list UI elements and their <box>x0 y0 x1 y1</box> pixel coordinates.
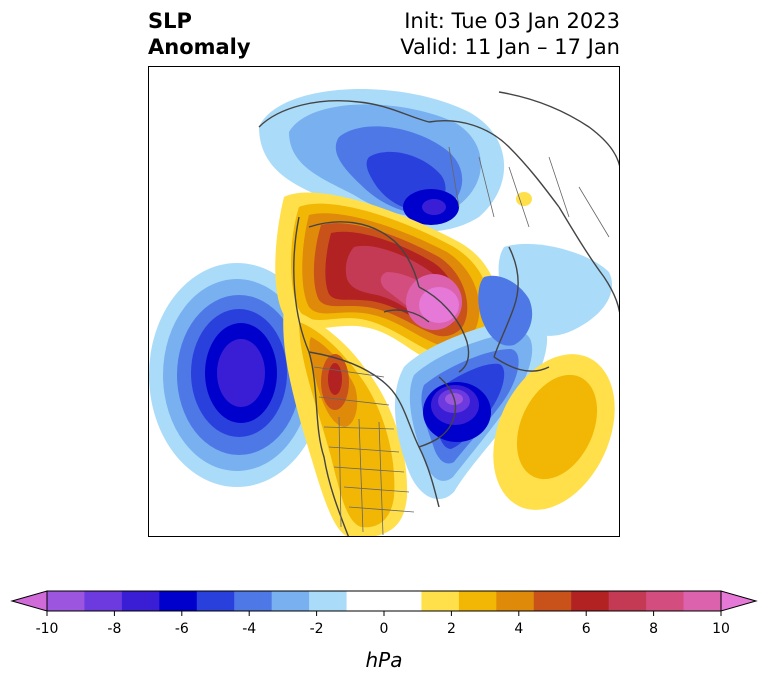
colorbar-tick-label: -4 <box>242 621 256 637</box>
colorbar-tick-label: 8 <box>649 621 658 637</box>
colorbar-segments <box>47 591 722 611</box>
colorbar-segment <box>496 591 535 611</box>
colorbar-segment <box>683 591 722 611</box>
pacific-low <box>149 263 325 487</box>
colorbar-tick-label: 2 <box>447 621 456 637</box>
colorbar-tick-label: -10 <box>36 621 59 637</box>
colorbar-tick-label: 0 <box>380 621 389 637</box>
init-date: Init: Tue 03 Jan 2023 <box>404 9 620 33</box>
colorbar-tick-label: -6 <box>175 621 189 637</box>
minor-positive-blob <box>516 192 532 206</box>
colorbar-segment <box>421 591 460 611</box>
colorbar-min-extension <box>10 590 48 612</box>
colorbar-segment <box>159 591 198 611</box>
valid-range: Valid: 11 Jan – 17 Jan <box>400 35 620 59</box>
atlantic-high <box>493 354 615 510</box>
colorbar-segment <box>646 591 685 611</box>
colorbar-segment <box>458 591 497 611</box>
colorbar-tick-label: 4 <box>514 621 523 637</box>
colorbar-ticks: -10 -8 -6 -4 -2 0 2 4 6 8 10 <box>36 611 730 637</box>
colorbar-segment <box>571 591 610 611</box>
colorbar-tick-label: -2 <box>310 621 324 637</box>
anomaly-label: Anomaly <box>148 35 251 59</box>
colorbar: -10 -8 -6 -4 -2 0 2 4 6 8 10 <box>10 590 758 637</box>
colorbar-unit-label: hPa <box>365 648 403 672</box>
west-na-high <box>283 307 408 536</box>
colorbar-segment <box>121 591 160 611</box>
colorbar-segment <box>234 591 273 611</box>
map-panel <box>148 66 620 537</box>
variable-label: SLP <box>148 9 192 33</box>
colorbar-max-extension <box>720 590 758 612</box>
colorbar-tick-label: 10 <box>712 621 730 637</box>
colorbar-tick-label: -8 <box>107 621 121 637</box>
colorbar-segment <box>533 591 572 611</box>
anomaly-map <box>149 89 619 536</box>
colorbar-segment <box>47 591 85 611</box>
coastlines <box>258 91 619 536</box>
map-title-right: Init: Tue 03 Jan 2023 Valid: 11 Jan – 17… <box>400 8 620 60</box>
colorbar-segment <box>608 591 647 611</box>
colorbar-segment <box>196 591 235 611</box>
political-borders <box>313 146 610 536</box>
colorbar-segment <box>384 591 422 611</box>
europe-low <box>478 243 613 346</box>
map-title-left: SLP Anomaly <box>148 8 251 60</box>
colorbar-tick-label: 6 <box>582 621 591 637</box>
colorbar-segment <box>346 591 385 611</box>
colorbar-segment <box>84 591 123 611</box>
colorbar-segment <box>309 591 348 611</box>
colorbar-segment <box>271 591 310 611</box>
